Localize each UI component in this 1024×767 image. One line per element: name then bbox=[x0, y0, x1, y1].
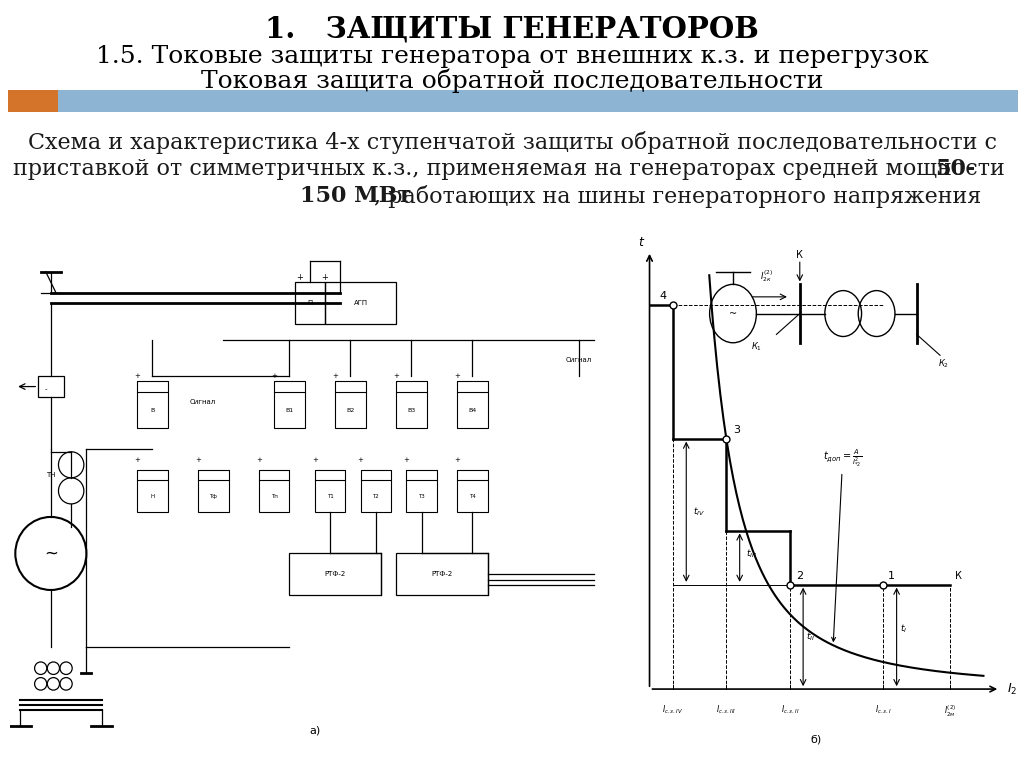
Text: $I_{2м}^{(2)}$: $I_{2м}^{(2)}$ bbox=[944, 703, 956, 719]
Text: $t_{доп}=\frac{A}{I_{*2}^{2}}$: $t_{доп}=\frac{A}{I_{*2}^{2}}$ bbox=[823, 447, 862, 641]
Text: а): а) bbox=[309, 726, 321, 736]
Text: +: + bbox=[296, 272, 303, 281]
Bar bbox=[335, 392, 366, 428]
Text: +: + bbox=[357, 456, 364, 463]
Text: 4: 4 bbox=[659, 291, 667, 301]
Text: $t_{IV}$: $t_{IV}$ bbox=[693, 505, 706, 518]
Text: К: К bbox=[797, 250, 803, 260]
Text: $t_{III}$: $t_{III}$ bbox=[746, 547, 758, 560]
Text: РТФ-2: РТФ-2 bbox=[431, 571, 453, 578]
Text: В2: В2 bbox=[346, 407, 354, 413]
Bar bbox=[396, 554, 487, 595]
Text: АГП: АГП bbox=[353, 300, 368, 306]
Text: 3: 3 bbox=[733, 425, 740, 435]
Text: Токовая защита обратной последовательности: Токовая защита обратной последовательнос… bbox=[201, 69, 823, 94]
Bar bbox=[315, 480, 345, 512]
Text: Т1: Т1 bbox=[327, 494, 334, 499]
Text: Сигнал: Сигнал bbox=[190, 399, 216, 405]
Bar bbox=[396, 392, 427, 428]
Bar bbox=[8, 90, 58, 112]
Text: ~: ~ bbox=[729, 308, 737, 318]
Text: приставкой от симметричных к.з., применяемая на генераторах средней мощности: приставкой от симметричных к.з., применя… bbox=[12, 158, 1012, 180]
Text: ТН: ТН bbox=[46, 472, 55, 479]
Bar bbox=[295, 282, 325, 324]
Bar bbox=[407, 480, 436, 512]
Bar bbox=[325, 282, 396, 324]
Bar bbox=[457, 392, 487, 428]
Text: В3: В3 bbox=[408, 407, 416, 413]
Text: К: К bbox=[955, 571, 962, 581]
Text: +: + bbox=[134, 456, 140, 463]
Bar bbox=[198, 480, 228, 512]
Text: $I_2$: $I_2$ bbox=[1007, 682, 1017, 696]
Text: 150 МВт: 150 МВт bbox=[300, 185, 412, 207]
Text: 1: 1 bbox=[888, 571, 895, 581]
Text: Н: Н bbox=[151, 494, 155, 499]
Text: Тп: Тп bbox=[270, 494, 278, 499]
Text: +: + bbox=[134, 373, 140, 379]
Text: $I_{2к}^{(2)}$: $I_{2к}^{(2)}$ bbox=[760, 268, 773, 285]
Text: +: + bbox=[403, 456, 410, 463]
Text: $I_{с.з.III}$: $I_{с.з.III}$ bbox=[716, 703, 736, 716]
Bar bbox=[58, 90, 1018, 112]
Bar bbox=[259, 480, 290, 512]
Text: 1.   ЗАЩИТЫ ГЕНЕРАТОРОВ: 1. ЗАЩИТЫ ГЕНЕРАТОРОВ bbox=[265, 15, 759, 44]
Text: Т4: Т4 bbox=[469, 494, 476, 499]
Text: $К_2$: $К_2$ bbox=[938, 357, 949, 370]
Text: 50-: 50- bbox=[935, 158, 975, 180]
Text: $I_{с.з.II}$: $I_{с.з.II}$ bbox=[780, 703, 799, 716]
Bar bbox=[137, 392, 168, 428]
Text: РТФ-2: РТФ-2 bbox=[325, 571, 346, 578]
Text: Т2: Т2 bbox=[373, 494, 379, 499]
Text: +: + bbox=[196, 456, 201, 463]
Bar bbox=[137, 480, 168, 512]
Bar bbox=[457, 480, 487, 512]
Text: +: + bbox=[454, 373, 460, 379]
Text: -: - bbox=[44, 386, 47, 392]
Text: ~: ~ bbox=[44, 545, 58, 562]
Text: $t_I$: $t_I$ bbox=[900, 622, 907, 635]
Text: $t_{II}$: $t_{II}$ bbox=[807, 630, 815, 644]
Text: +: + bbox=[256, 456, 262, 463]
Text: Схема и характеристика 4-х ступенчатой защиты обратной последовательности с: Схема и характеристика 4-х ступенчатой з… bbox=[28, 130, 996, 153]
Text: $I_{с.з.I}$: $I_{с.з.I}$ bbox=[874, 703, 892, 716]
Bar bbox=[38, 376, 63, 397]
Text: 1.5. Токовые защиты генератора от внешних к.з. и перегрузок: 1.5. Токовые защиты генератора от внешни… bbox=[95, 45, 929, 68]
Text: Тф: Тф bbox=[209, 494, 217, 499]
Bar bbox=[274, 392, 305, 428]
Text: +: + bbox=[322, 272, 329, 281]
Text: Т3: Т3 bbox=[418, 494, 425, 499]
Text: $К_1$: $К_1$ bbox=[751, 341, 762, 353]
Text: В: В bbox=[151, 407, 155, 413]
Text: +: + bbox=[332, 373, 338, 379]
Text: В4: В4 bbox=[468, 407, 476, 413]
Text: б): б) bbox=[811, 734, 822, 744]
Bar bbox=[360, 480, 391, 512]
Text: В1: В1 bbox=[286, 407, 294, 413]
Bar bbox=[290, 554, 381, 595]
Text: , работающих на шины генераторного напряжения: , работающих на шины генераторного напря… bbox=[374, 185, 981, 208]
Text: $I_{с.з.IV}$: $I_{с.з.IV}$ bbox=[663, 703, 683, 716]
Text: +: + bbox=[393, 373, 399, 379]
Text: +: + bbox=[454, 456, 460, 463]
Text: +: + bbox=[312, 456, 317, 463]
Text: П: П bbox=[307, 300, 312, 306]
Text: $t$: $t$ bbox=[638, 236, 645, 249]
Text: +: + bbox=[271, 373, 278, 379]
Text: 2: 2 bbox=[797, 571, 804, 581]
Text: Сигнал: Сигнал bbox=[566, 357, 592, 364]
